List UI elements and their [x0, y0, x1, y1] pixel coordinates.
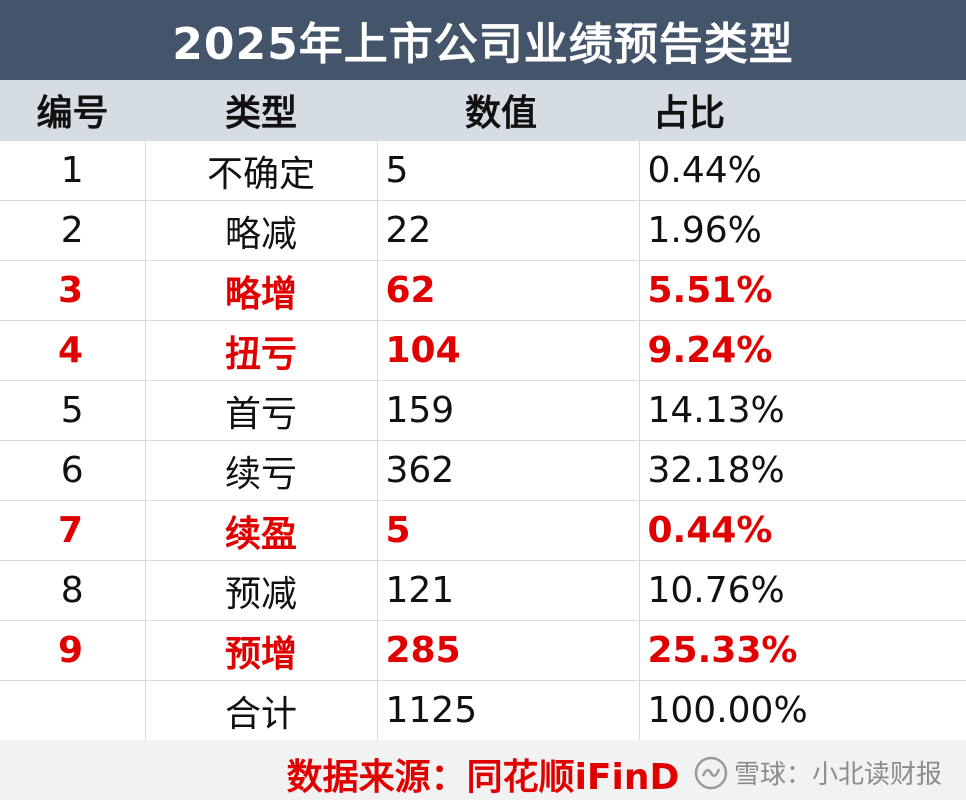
row-type: 续盈	[144, 500, 378, 561]
row-ratio: 5.51%	[638, 260, 966, 321]
row-type: 合计	[144, 680, 378, 741]
page-title: 2025年上市公司业绩预告类型	[0, 0, 966, 80]
row-number: 2	[0, 200, 146, 261]
snowball-logo-icon	[694, 756, 728, 789]
row-type: 续亏	[144, 440, 378, 501]
header-value: 数值	[377, 80, 639, 141]
row-ratio: 32.18%	[638, 440, 966, 501]
row-type: 不确定	[144, 140, 378, 201]
row-type: 略增	[144, 260, 378, 321]
row-number: 1	[0, 140, 146, 201]
row-number: 8	[0, 560, 146, 621]
table-row: 7 续盈 5 0.44%	[0, 500, 966, 561]
row-value: 22	[376, 200, 640, 261]
row-value: 104	[376, 320, 640, 381]
watermark-text: 雪球：小北读财报	[733, 760, 942, 790]
table-row: 2 略减 22 1.96%	[0, 200, 966, 261]
header-ratio: 占比	[639, 80, 966, 141]
row-type: 略减	[144, 200, 378, 261]
row-ratio: 100.00%	[638, 680, 966, 741]
row-number: 5	[0, 380, 146, 441]
row-type: 预增	[144, 620, 378, 681]
row-value: 121	[376, 560, 640, 621]
data-source-label: 数据来源：同花顺iFinD	[286, 757, 680, 798]
row-type: 预减	[144, 560, 378, 621]
row-number: 7	[0, 500, 146, 561]
table-row: 4 扭亏 104 9.24%	[0, 320, 966, 381]
watermark: 雪球：小北读财报	[694, 754, 942, 791]
row-type: 扭亏	[144, 320, 378, 381]
row-value: 62	[376, 260, 640, 321]
forecast-table: 编号 类型 数值 占比 1 不确定 5 0.44% 2 略减 22 1.96% 3 略增 62 5.5…	[0, 80, 966, 741]
row-number: 9	[0, 620, 146, 681]
table-row: 6 续亏 362 32.18%	[0, 440, 966, 501]
row-number: 6	[0, 440, 146, 501]
row-value: 285	[376, 620, 640, 681]
header-number: 编号	[0, 80, 145, 141]
row-value: 1125	[376, 680, 640, 741]
row-ratio: 14.13%	[638, 380, 966, 441]
table-header-row: 编号 类型 数值 占比	[0, 80, 966, 141]
table-row: 5 首亏 159 14.13%	[0, 380, 966, 441]
table-row: 合计 1125 100.00%	[0, 680, 966, 741]
table-row: 3 略增 62 5.51%	[0, 260, 966, 321]
row-number: 3	[0, 260, 146, 321]
row-ratio: 1.96%	[638, 200, 966, 261]
row-ratio: 10.76%	[638, 560, 966, 621]
row-ratio: 0.44%	[638, 140, 966, 201]
table-row: 1 不确定 5 0.44%	[0, 140, 966, 201]
row-value: 362	[376, 440, 640, 501]
header-type: 类型	[145, 80, 377, 141]
row-ratio: 9.24%	[638, 320, 966, 381]
table-row: 8 预减 121 10.76%	[0, 560, 966, 621]
row-ratio: 0.44%	[638, 500, 966, 561]
row-number: 4	[0, 320, 146, 381]
row-ratio: 25.33%	[638, 620, 966, 681]
footer: 数据来源：同花顺iFinD 雪球：小北读财报	[0, 740, 966, 800]
row-value: 159	[376, 380, 640, 441]
table-row: 9 预增 285 25.33%	[0, 620, 966, 681]
row-type: 首亏	[144, 380, 378, 441]
row-value: 5	[376, 500, 640, 561]
row-number	[0, 680, 146, 741]
row-value: 5	[376, 140, 640, 201]
